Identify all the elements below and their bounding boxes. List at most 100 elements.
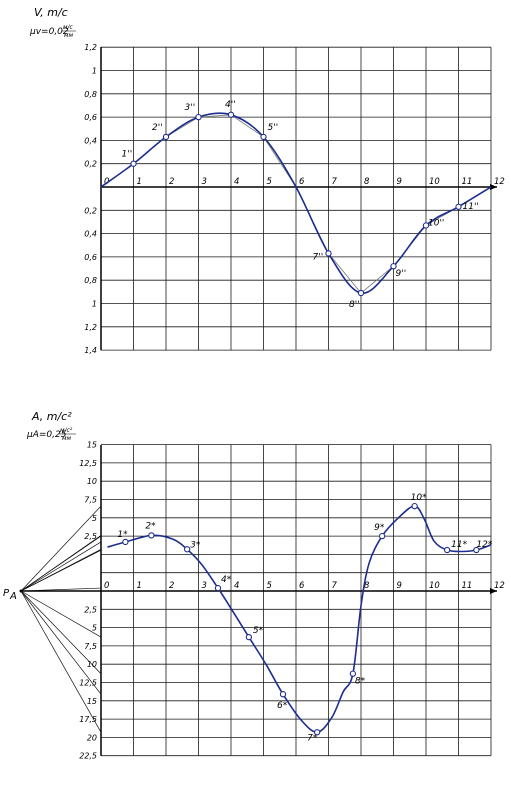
point-label: 1* — [117, 530, 128, 540]
x-tick-label: 3 — [202, 177, 207, 187]
pole-subscript: A — [9, 591, 17, 602]
x-tick-label: 7 — [332, 581, 338, 591]
point-label: 11'' — [463, 202, 479, 212]
acceleration-scale-label: μA=0,25 — [26, 430, 67, 440]
acceleration-point-labels: 1* 2* 3* 4* 5* 6* 7* 8* 9* 10* 11* 12* — [117, 493, 492, 743]
x-tick-label: 0 — [104, 581, 109, 591]
point-label: 4* — [221, 575, 232, 585]
y-tick-label: 0,2 — [84, 206, 97, 215]
point-label: 4'' — [225, 100, 236, 110]
point-label: 9* — [374, 523, 385, 533]
data-point — [313, 729, 321, 736]
velocity-scale-denominator: мм — [64, 32, 74, 39]
data-point — [390, 263, 397, 270]
y-tick-label: 0,2 — [84, 160, 97, 169]
data-point — [260, 133, 267, 141]
x-tick-label: 8 — [364, 581, 370, 591]
x-tick-label: 4 — [234, 177, 239, 187]
y-tick-label: 15 — [87, 697, 97, 706]
pole-ray — [20, 535, 102, 592]
velocity-grid — [100, 46, 497, 351]
y-tick-label: 2,5 — [84, 532, 97, 541]
y-tick-label: 17,5 — [79, 715, 97, 724]
x-tick-label: 9 — [397, 177, 402, 187]
point-label: 2'' — [152, 123, 163, 133]
y-tick-label: 15 — [87, 441, 97, 450]
pole-ray — [20, 549, 102, 592]
acceleration-x-tick-labels: 0 1 2 3 4 5 6 7 8 9 10 11 12 — [104, 581, 505, 591]
y-tick-label: 1,4 — [84, 346, 97, 355]
y-tick-label: 5 — [92, 514, 97, 523]
data-point — [422, 222, 430, 229]
velocity-y-tick-labels: 1,2 1 0,8 0,6 0,4 0,2 0,2 0,4 0,6 0,8 1 1,2 1,4 — [84, 43, 97, 355]
x-tick-label: 7 — [332, 177, 338, 187]
x-tick-label: 2 — [169, 581, 174, 591]
data-point — [130, 160, 137, 167]
x-axis-arrow — [490, 184, 497, 190]
x-tick-label: 5 — [267, 177, 272, 187]
y-tick-label: 0,4 — [84, 230, 97, 239]
y-tick-label: 5 — [92, 624, 97, 633]
data-point — [214, 584, 222, 592]
acceleration-scale-denominator: мм — [62, 435, 72, 442]
point-label: 11* — [451, 540, 467, 550]
y-tick-label: 0,6 — [84, 113, 97, 122]
x-tick-label: 3 — [202, 581, 207, 591]
y-tick-label: 22,5 — [79, 752, 97, 761]
point-label: 7'' — [313, 252, 324, 262]
velocity-x-tick-labels: 0 1 2 3 4 5 6 7 8 9 10 11 12 — [104, 177, 505, 187]
y-tick-label: 20 — [87, 733, 97, 742]
x-tick-label: 1 — [137, 581, 142, 591]
x-tick-label: 1 — [137, 177, 142, 187]
y-tick-label: 2,5 — [84, 605, 97, 614]
data-point — [357, 289, 365, 297]
point-label: 3* — [190, 540, 201, 550]
y-tick-label: 12,5 — [79, 459, 97, 468]
pole-rays — [19, 505, 102, 733]
y-tick-label: 0,4 — [84, 136, 97, 145]
velocity-points — [130, 111, 462, 297]
x-tick-label: 12 — [494, 581, 505, 591]
x-tick-label: 5 — [267, 581, 272, 591]
point-label: 10'' — [428, 218, 444, 228]
point-label: 10* — [411, 493, 427, 503]
y-tick-label: 7,5 — [84, 642, 97, 651]
velocity-scale-label: μv=0,02 — [29, 27, 69, 37]
velocity-scale-unit: м/с — [63, 24, 74, 31]
y-tick-label: 1 — [92, 300, 97, 309]
data-point — [162, 133, 170, 141]
x-tick-label: 6 — [299, 581, 305, 591]
pole-label: P — [3, 588, 10, 599]
pole-ray — [20, 587, 102, 592]
x-tick-label: 11 — [462, 177, 473, 187]
x-tick-label: 6 — [299, 177, 305, 187]
y-tick-label: 0,6 — [84, 253, 97, 262]
point-label: 7* — [307, 733, 318, 743]
point-label: 8* — [355, 677, 366, 687]
x-tick-label: 12 — [494, 177, 505, 187]
x-tick-label: 10 — [429, 581, 440, 591]
data-point — [279, 691, 287, 698]
point-label: 8'' — [349, 300, 360, 310]
acceleration-scale-unit: м/с² — [60, 427, 73, 434]
x-tick-label: 8 — [364, 177, 370, 187]
data-point — [443, 546, 451, 554]
pole-ray — [20, 590, 102, 695]
y-tick-label: 10 — [87, 477, 97, 486]
x-tick-label: 4 — [234, 581, 239, 591]
data-point — [378, 532, 386, 540]
acceleration-grid — [21, 444, 497, 757]
data-point — [455, 203, 462, 210]
y-tick-label: 1,2 — [84, 43, 97, 52]
y-tick-label: 1 — [92, 67, 97, 76]
data-point — [148, 532, 155, 539]
pole-ray — [20, 590, 102, 638]
data-point — [245, 633, 253, 641]
point-label: 6* — [277, 701, 288, 711]
y-tick-label: 0,8 — [84, 90, 97, 99]
data-point — [122, 538, 129, 546]
pole-ray — [20, 541, 102, 592]
data-point — [473, 546, 480, 554]
